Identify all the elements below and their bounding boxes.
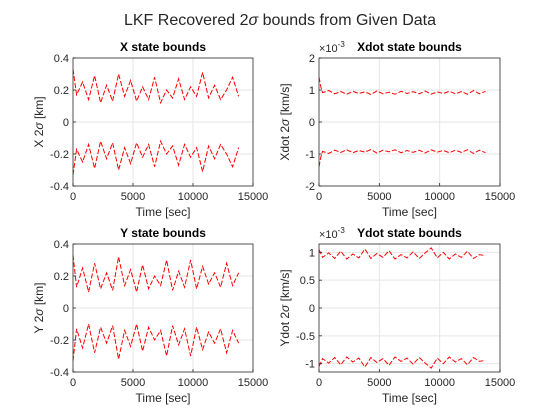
x-axis-label: Time [sec] (382, 205, 437, 219)
figure-title: LKF Recovered 2σ bounds from Given Data (124, 12, 436, 29)
y-tick-label: 0.4 (54, 53, 69, 65)
x-tick-label: 10000 (178, 191, 209, 203)
y-tick-label: 0.5 (300, 275, 315, 287)
y-axis-label-prefix: Y 2 (32, 315, 46, 333)
upper-bound-line (319, 247, 486, 260)
y-axis-label-prefix: X 2 (32, 129, 46, 147)
x-tick-label: 15000 (238, 377, 269, 389)
y-axis-label-suffix: [km] (32, 96, 46, 122)
x-axis-label: Time [sec] (136, 391, 191, 405)
x-tick-label: 15000 (485, 191, 516, 203)
subplot-title: Xdot state bounds (357, 40, 462, 54)
y-axis-label-prefix: Ydot 2 (278, 312, 292, 347)
subplot-title: X state bounds (120, 40, 206, 54)
x-axis-label: Time [sec] (136, 205, 191, 219)
y-tick-label: -1 (305, 149, 315, 161)
upper-bound-line (73, 255, 240, 293)
y-axis-label-suffix: [km/s] (278, 83, 292, 118)
figure-title-prefix: LKF Recovered 2 (124, 12, 249, 29)
x-tick-label: 15000 (238, 191, 269, 203)
x-tick-label: 0 (316, 377, 322, 389)
x-tick-label: 10000 (424, 191, 455, 203)
figure-title-suffix: bounds from Given Data (258, 12, 436, 29)
y-exponent-power: -3 (338, 40, 346, 49)
y-tick-label: 2 (309, 53, 315, 65)
x-tick-label: 15000 (485, 377, 516, 389)
y-tick-label: -0.4 (50, 181, 69, 193)
y-tick-label: -0.5 (296, 331, 315, 343)
y-tick-label: 0 (309, 117, 315, 129)
x-tick-label: 0 (70, 377, 76, 389)
y-exponent-label: ×10-3 (319, 40, 345, 55)
y-tick-label: 0.4 (54, 239, 69, 251)
y-axis-label-sigma: σ (278, 304, 292, 312)
y-axis-label-suffix: [km] (32, 282, 46, 308)
y-tick-label: 0 (309, 303, 315, 315)
y-axis-label-prefix: Xdot 2 (278, 126, 292, 161)
x-tick-label: 0 (70, 191, 76, 203)
y-exponent-power: -3 (338, 226, 346, 235)
y-axis-label-suffix: [km/s] (278, 269, 292, 304)
subplot-xdot-state: 0 5000 10000 15000 -2 -1 0 1 2 Xdot state bounds T… (278, 40, 515, 219)
x-tick-label: 5000 (367, 191, 391, 203)
subplot-title: Y state bounds (120, 226, 206, 240)
y-axis-label: Y 2σ [km] (32, 282, 46, 333)
subplot-title: Ydot state bounds (357, 226, 462, 240)
subplot-x-state: 0 5000 10000 15000 -0.4 -0.2 0 0.2 0.4 X state bo… (32, 40, 268, 219)
y-tick-label: -0.2 (50, 149, 69, 161)
y-axis-label-sigma: σ (32, 308, 46, 316)
y-axis-label: Ydot 2σ [km/s] (278, 269, 292, 346)
y-tick-label: -0.2 (50, 335, 69, 347)
y-tick-label: 0.2 (54, 85, 69, 97)
y-axis-label: Xdot 2σ [km/s] (278, 83, 292, 160)
x-tick-label: 5000 (367, 377, 391, 389)
y-axis-label: X 2σ [km] (32, 96, 46, 147)
y-tick-label: 0 (63, 303, 69, 315)
y-tick-label: -2 (305, 181, 315, 193)
subplot-y-state: 0 5000 10000 15000 -0.4 -0.2 0 0.2 0.4 Y state bo… (32, 226, 268, 405)
x-axis-label: Time [sec] (382, 391, 437, 405)
y-tick-label: 0.2 (54, 271, 69, 283)
y-exponent-label: ×10-3 (319, 226, 345, 241)
y-tick-label: -1 (305, 359, 315, 371)
x-tick-label: 0 (316, 191, 322, 203)
y-axis-label-sigma: σ (32, 122, 46, 130)
lower-bound-line (73, 323, 240, 361)
y-tick-label: 1 (309, 247, 315, 259)
lower-bound-line (73, 139, 240, 175)
y-exponent-base: ×10 (319, 43, 338, 55)
x-tick-label: 10000 (178, 377, 209, 389)
x-tick-label: 5000 (121, 191, 145, 203)
y-tick-label: 0 (63, 117, 69, 129)
lower-bound-line (319, 356, 486, 369)
y-axis-label-sigma: σ (278, 118, 292, 126)
y-exponent-base: ×10 (319, 229, 338, 241)
x-tick-label: 5000 (121, 377, 145, 389)
figure-title-sigma: σ (248, 12, 259, 29)
y-tick-label: -0.4 (50, 367, 69, 379)
subplot-ydot-state: 0 5000 10000 15000 -1 -0.5 0 0.5 1 Ydot state bou… (278, 226, 515, 405)
y-tick-label: 1 (309, 85, 315, 97)
upper-bound-line (73, 69, 240, 105)
x-tick-label: 10000 (424, 377, 455, 389)
